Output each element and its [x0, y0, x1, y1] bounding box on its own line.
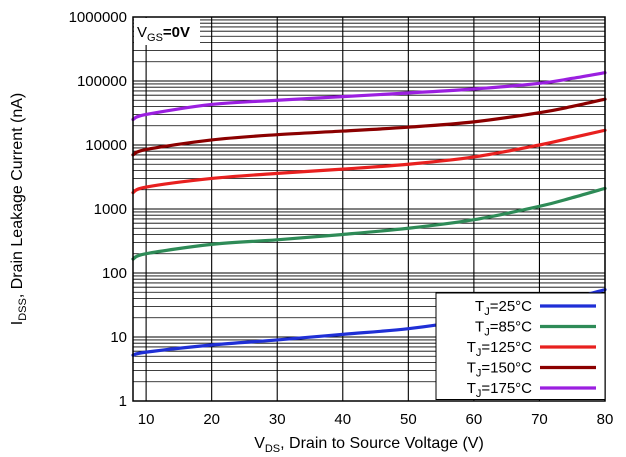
legend-label-sub: J: [484, 327, 490, 339]
x-tick-label: 10: [138, 411, 155, 428]
legend-label-main: T: [467, 360, 476, 377]
vgs-annotation: VGS=0V: [134, 18, 200, 45]
legend-label-sub: J: [476, 347, 482, 359]
series-line: [131, 128, 607, 195]
legend-label-main: T: [467, 339, 476, 356]
vgs-annotation-main: V: [137, 24, 147, 41]
y-tick-label: 100: [102, 265, 127, 282]
x-tick-label: 60: [466, 411, 483, 428]
y-tick-label: 1000: [94, 201, 127, 218]
vgs-annotation-rest: =0V: [163, 24, 190, 41]
legend-label: TJ=125°C: [467, 339, 532, 359]
legend-label-sub: J: [476, 388, 482, 400]
legend-label-sub: J: [476, 368, 482, 380]
legend-label: TJ=25°C: [475, 298, 532, 318]
vgs-annotation-text: VGS=0V: [137, 24, 190, 44]
y-axis-title-sub: DSS: [17, 298, 29, 321]
legend-label-rest: =150°C: [481, 360, 532, 377]
x-tick-label: 70: [531, 411, 548, 428]
series-line: [131, 71, 607, 122]
y-tick-label: 1: [119, 393, 127, 410]
legend-label-rest: =85°C: [490, 319, 532, 336]
x-axis-title-sub: DS: [265, 443, 280, 455]
x-tick-label: 50: [400, 411, 417, 428]
vgs-annotation-sub: GS: [147, 32, 163, 44]
legend-label-sub: J: [484, 306, 490, 318]
legend-label-rest: =25°C: [490, 298, 532, 315]
legend: TJ=25°CTJ=85°CTJ=125°CTJ=150°CTJ=175°C: [435, 292, 606, 400]
plot-frame: [132, 16, 606, 402]
x-tick-label: 20: [203, 411, 220, 428]
x-axis-title: VDS, Drain to Source Voltage (V): [254, 435, 484, 455]
series-line: [131, 186, 607, 261]
x-tick-label: 80: [597, 411, 614, 428]
legend-label-main: T: [475, 319, 484, 336]
x-axis-title-rest: , Drain to Source Voltage (V): [280, 435, 484, 452]
vgs-annotation-background: [134, 18, 200, 45]
y-tick-label: 10000: [85, 137, 127, 154]
legend-label: TJ=150°C: [467, 360, 532, 380]
legend-label-rest: =175°C: [481, 380, 532, 397]
legend-label-rest: =125°C: [481, 339, 532, 356]
x-tick-label: 30: [269, 411, 286, 428]
series-layer: [131, 71, 607, 357]
legend-label-main: T: [467, 380, 476, 397]
series-line: [131, 97, 607, 157]
x-tick-label: 40: [334, 411, 351, 428]
y-axis-title: IDSS, Drain Leakage Current (nA): [9, 93, 29, 326]
y-axis-title-rest: , Drain Leakage Current (nA): [9, 93, 26, 298]
tick-label-layer: 10 20 30 40 50 60 70 80 1 10 100 1000 10000 100000 100…: [69, 9, 614, 428]
y-axis-title-main: I: [9, 321, 26, 325]
y-tick-label: 1000000: [69, 9, 127, 26]
legend-label: TJ=85°C: [475, 319, 532, 339]
x-axis-title-main: V: [254, 435, 265, 452]
legend-label: TJ=175°C: [467, 380, 532, 400]
legend-label-main: T: [475, 298, 484, 315]
y-tick-label: 10: [110, 329, 127, 346]
y-tick-label: 100000: [77, 73, 127, 90]
